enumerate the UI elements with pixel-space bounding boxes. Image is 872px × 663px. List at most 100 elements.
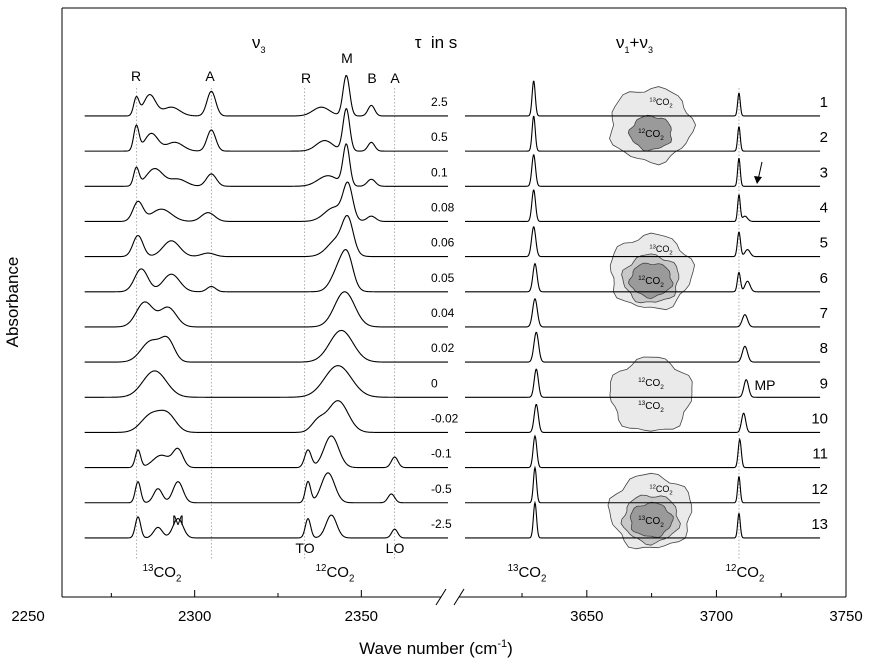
inset-label-main: CO — [645, 129, 660, 140]
axis-break — [435, 588, 447, 606]
y-axis-label: Absorbance — [3, 257, 22, 348]
spectrum — [84, 472, 448, 504]
spectrum — [465, 403, 821, 433]
spectrum-label: 10 — [811, 410, 828, 427]
inset-label-main: CO — [645, 401, 660, 412]
spectrum — [465, 500, 821, 539]
spectrum — [465, 297, 821, 328]
inset-label-sup: 13 — [649, 97, 656, 103]
inset-label-sub: 2 — [669, 251, 672, 257]
tau-label: -0.1 — [431, 447, 452, 461]
inset-label-sub: 2 — [660, 282, 664, 289]
species-label-sub: 2 — [176, 574, 181, 585]
spectrum — [84, 435, 448, 469]
band-plus: + — [630, 33, 640, 52]
inset-label-sup: 12 — [649, 484, 656, 490]
inset-label-sup: 13 — [649, 244, 656, 250]
spectrum-label: 12 — [811, 481, 828, 498]
band-symbol: ν — [616, 33, 625, 52]
x-tick-label: 2350 — [345, 608, 378, 625]
spectrum-label: 7 — [820, 305, 828, 322]
inset-label-main: CO — [656, 97, 670, 107]
inset-label: 12CO2 — [638, 128, 664, 142]
inset-label: 13CO2 — [638, 515, 664, 529]
inset-label-sub: 2 — [669, 491, 672, 497]
inset-label-main: CO — [645, 516, 660, 527]
spectrum-label: 6 — [820, 270, 828, 287]
species-label-sub: 2 — [541, 574, 546, 585]
spectrum — [84, 108, 448, 152]
spectrum — [465, 226, 821, 258]
inset-label-sub: 2 — [669, 104, 672, 110]
species-label-sup: 12 — [316, 563, 327, 574]
species-label-main: CO — [153, 564, 176, 581]
inset-label: 13CO2 — [649, 244, 672, 257]
peak-annotation: TO — [295, 540, 314, 556]
x-axis-label: Wave number (cm-1) — [359, 638, 513, 658]
inset-label-sup: 13 — [638, 400, 646, 407]
spectrum — [84, 215, 448, 258]
species-label: 12CO2 — [316, 563, 355, 585]
inset-label-sub: 2 — [660, 522, 664, 529]
species-label: 12CO2 — [726, 563, 765, 585]
tau-label: 0.04 — [431, 306, 455, 320]
tau-label: 0.5 — [431, 130, 448, 144]
inset-label: 13CO2 — [638, 400, 664, 414]
inset-label-main: CO — [656, 244, 670, 254]
peak-annotation: A — [205, 68, 215, 84]
peak-annotation: M — [172, 512, 184, 528]
spectrum-label: 11 — [812, 446, 828, 463]
inset-inner — [629, 501, 674, 538]
inset-label-sub: 2 — [660, 407, 664, 414]
peak-annotation: R — [131, 68, 141, 84]
inset-label-sup: 13 — [638, 515, 646, 522]
x-axis-label-sup: -1 — [497, 638, 507, 650]
band-subscript: 1 — [625, 45, 630, 55]
spectrum — [84, 365, 448, 398]
tau-label: 0.05 — [431, 271, 455, 285]
spectrum-label: 4 — [820, 199, 828, 216]
tau-label: 0 — [431, 376, 438, 390]
spectrum-label: 5 — [820, 235, 828, 252]
inset-label-main: CO — [645, 276, 660, 287]
species-label-sup: 13 — [143, 563, 154, 574]
species-label-main: CO — [736, 564, 759, 581]
spectrum — [465, 262, 821, 293]
spectrum — [84, 400, 448, 433]
inset-label-sup: 12 — [638, 128, 646, 135]
species-label: 13CO2 — [508, 563, 547, 585]
spectrum-label: 13 — [811, 516, 828, 533]
inset-label-sub: 2 — [660, 384, 664, 391]
tau-header: τ in s — [415, 33, 458, 52]
peak-annotation: R — [301, 70, 311, 86]
peak-annotation: B — [367, 70, 376, 86]
spectrum — [465, 115, 821, 152]
spectrum — [84, 249, 448, 293]
spectrum — [84, 143, 448, 187]
tau-label: 0.02 — [431, 341, 455, 355]
tau-label: -0.5 — [431, 482, 452, 496]
inset-inner — [628, 262, 674, 300]
spectrum — [84, 291, 448, 328]
tau-label: 0.06 — [431, 236, 455, 250]
species-label-main: CO — [518, 564, 541, 581]
inset-label-main: CO — [656, 484, 670, 494]
band-subscript: 3 — [648, 45, 653, 55]
spectrum — [84, 329, 448, 363]
inset-label-sub: 2 — [660, 135, 664, 142]
spectrum-label: 1 — [820, 94, 828, 111]
spectrum-label: 8 — [820, 340, 828, 357]
spectrum-label: 3 — [820, 164, 828, 181]
tau-label: 0.1 — [431, 165, 448, 179]
species-label-sub: 2 — [759, 574, 764, 585]
inset-label: 13CO2 — [649, 97, 672, 110]
species-label-sub: 2 — [349, 574, 354, 585]
peak-annotation: MP — [755, 377, 776, 393]
band-symbol: ν — [252, 33, 261, 52]
band-label: ν3 — [252, 33, 266, 55]
tau-label: 2.5 — [431, 95, 448, 109]
inset-outer — [609, 356, 693, 432]
inset-label: 12CO2 — [638, 275, 664, 289]
species-label-sup: 13 — [508, 563, 519, 574]
